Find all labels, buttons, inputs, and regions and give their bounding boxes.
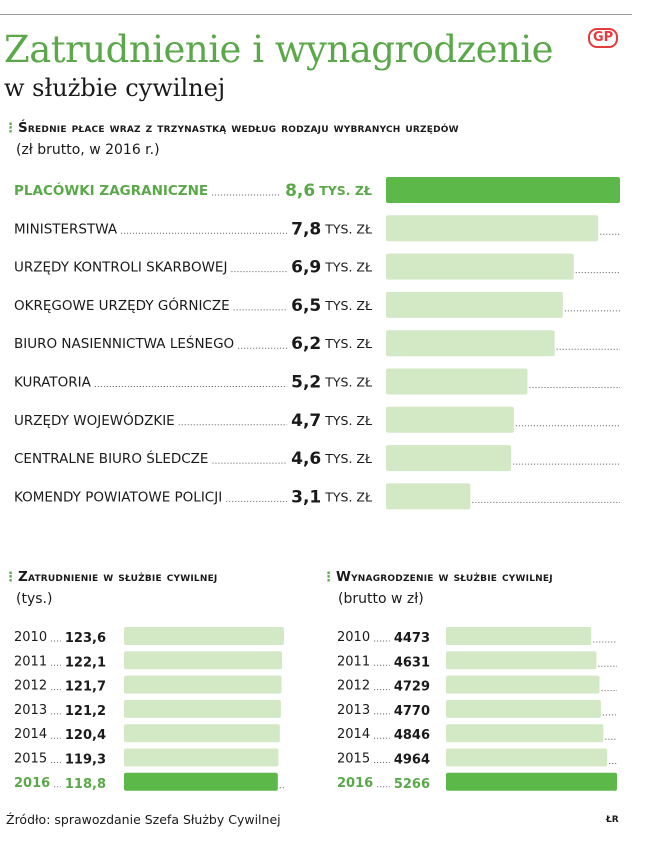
chart1-bar (386, 215, 599, 242)
chart3-value-label: 4964 (394, 753, 430, 768)
chart3-bar (446, 748, 608, 767)
chart1-bar (386, 291, 563, 318)
chart3-bar (446, 724, 604, 743)
chart3-category-label: 2010 (337, 630, 370, 645)
chart2-value-label: 121,7 (65, 680, 106, 695)
chart2-category-label: 2016 (14, 776, 50, 791)
chart1-category-label: URZĘDY KONTROLI SKARBOWEJ (14, 260, 227, 276)
chart3-title-row: ⋮Wynagrodzenie w służbie cywilnej (322, 569, 553, 585)
chart2-title-row: ⋮Zatrudnienie w służbie cywilnej (4, 569, 217, 585)
chart2-category-label: 2011 (14, 654, 47, 669)
page-title: Zatrudnienie i wynagrodzenie (4, 28, 554, 71)
bullet-icon: ⋮ (4, 570, 18, 585)
chart1-unit-label: TYS. ZŁ (324, 489, 372, 504)
bullet-icon: ⋮ (322, 570, 336, 585)
chart1-category-label: KURATORIA (14, 375, 92, 391)
chart1-value-label: 7,8 (291, 219, 321, 239)
chart1-bar (386, 368, 528, 395)
chart2-value-label: 118,8 (65, 777, 106, 792)
chart1-unit-label: TYS. ZŁ (324, 451, 372, 466)
chart1-unit-label: TYS. ZŁ (324, 375, 372, 390)
chart3-bar (446, 772, 617, 791)
chart3-title: Wynagrodzenie w służbie cywilnej (336, 569, 553, 585)
chart1-value-label: 3,1 (291, 487, 321, 507)
chart1-value-label: 5,2 (291, 373, 321, 393)
chart2-category-label: 2014 (14, 727, 47, 742)
chart2-category-label: 2012 (14, 679, 47, 694)
chart2-category-label: 2010 (14, 630, 47, 645)
chart3-category-label: 2013 (337, 703, 370, 718)
chart2-value-label: 119,3 (65, 753, 106, 768)
chart3-category-label: 2014 (337, 727, 370, 742)
author-initials: ŁR (606, 815, 619, 825)
chart3-category-label: 2012 (337, 679, 370, 694)
chart2-bar (124, 675, 282, 694)
chart1-subtitle: (zł brutto, w 2016 r.) (16, 142, 160, 158)
source-note: Źródło: sprawozdanie Szefa Służby Cywiln… (6, 812, 281, 827)
chart1-category-label: MINISTERSTWA (14, 221, 118, 237)
chart1-unit-label: TYS. ZŁ (324, 336, 372, 351)
chart3-bar (446, 675, 600, 694)
top-rule (0, 14, 632, 15)
chart1-bar (386, 406, 514, 433)
chart1-unit-label: TYS. ZŁ (319, 183, 372, 198)
chart2-value-label: 122,1 (65, 655, 106, 670)
chart3-category-label: 2011 (337, 654, 370, 669)
chart2-bar (124, 724, 280, 743)
chart1-category-label: CENTRALNE BIURO ŚLEDCZE (14, 449, 208, 467)
chart1-category-label: BIURO NASIENNICTWA LEŚNEGO (14, 334, 234, 352)
chart2-category-label: 2013 (14, 703, 47, 718)
chart1-category-label: PLACÓWKI ZAGRANICZNE (14, 181, 208, 199)
chart1-unit-label: TYS. ZŁ (324, 413, 372, 428)
chart2-bar (124, 627, 284, 645)
chart1-value-label: 4,6 (291, 449, 321, 469)
chart3-bar (446, 651, 597, 670)
chart1-category-label: KOMENDY POWIATOWE POLICJI (14, 489, 222, 505)
chart2-subtitle: (tys.) (16, 591, 53, 607)
chart2-category-label: 2015 (14, 752, 47, 767)
chart3-value-label: 4770 (394, 704, 430, 719)
chart3-value-label: 4846 (394, 728, 430, 743)
page-subtitle: w służbie cywilnej (4, 74, 226, 102)
publisher-logo: GP (588, 28, 619, 48)
chart1-value-label: 8,6 (285, 181, 315, 201)
chart2-value-label: 120,4 (65, 728, 106, 743)
chart3-value-label: 4729 (394, 680, 430, 695)
chart1-unit-label: TYS. ZŁ (324, 260, 372, 275)
chart2-value-label: 123,6 (65, 631, 106, 646)
chart1-value-label: 6,9 (291, 258, 321, 278)
chart1-category-label: URZĘDY WOJEWÓDZKIE (14, 411, 175, 429)
chart2-title: Zatrudnienie w służbie cywilnej (18, 569, 218, 585)
chart1-category-label: OKRĘGOWE URZĘDY GÓRNICZE (14, 296, 230, 314)
chart1-unit-label: TYS. ZŁ (324, 298, 372, 313)
bullet-icon: ⋮ (4, 121, 18, 136)
chart3-category-label: 2016 (337, 776, 373, 791)
chart2-bar (124, 772, 278, 791)
chart1-bar (386, 330, 555, 357)
chart1-value-label: 4,7 (291, 411, 321, 431)
chart3-value-label: 4631 (394, 655, 430, 670)
chart3-value-label: 4473 (394, 631, 430, 646)
chart3-bar (446, 627, 592, 645)
chart1-title-row: ⋮Średnie płace wraz z trzynastką według … (4, 120, 459, 136)
chart2-bar (124, 699, 281, 718)
chart1-value-label: 6,2 (291, 334, 321, 354)
chart2-value-label: 121,2 (65, 704, 106, 719)
chart3-bar (446, 699, 601, 718)
chart3-subtitle: (brutto w zł) (338, 591, 424, 607)
chart1-unit-label: TYS. ZŁ (324, 221, 372, 236)
chart1-bar (386, 177, 620, 203)
chart3-value-label: 5266 (394, 777, 430, 792)
chart1-value-label: 6,5 (291, 296, 321, 316)
chart3-category-label: 2015 (337, 752, 370, 767)
chart2-bar (124, 651, 283, 670)
chart1-title: Średnie płace wraz z trzynastką według r… (18, 120, 459, 136)
chart2-bar (124, 748, 279, 767)
chart1-bar (386, 253, 574, 280)
chart1-bar (386, 483, 471, 510)
chart1-bar (386, 445, 512, 472)
